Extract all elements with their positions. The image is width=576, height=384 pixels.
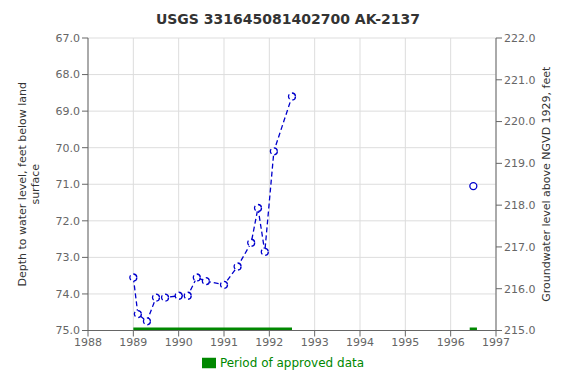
svg-text:1994: 1994 [346,336,374,349]
svg-text:220.0: 220.0 [504,115,536,128]
svg-text:72.0: 72.0 [56,215,81,228]
svg-text:68.0: 68.0 [56,68,81,81]
svg-text:1991: 1991 [210,336,238,349]
svg-text:1990: 1990 [165,336,193,349]
html-text:USGS 331645081402700 AK-2137: USGS 331645081402700 AK-2137 [155,11,421,27]
svg-text:69.0: 69.0 [56,105,81,118]
svg-text:Groundwater level above NGVD 1: Groundwater level above NGVD 1929, feet [540,66,553,302]
svg-text:219.0: 219.0 [504,157,536,170]
svg-text:1997: 1997 [482,336,510,349]
svg-text:216.0: 216.0 [504,283,536,296]
svg-text:70.0: 70.0 [56,142,81,155]
svg-text:215.0: 215.0 [504,324,536,337]
svg-text:1992: 1992 [255,336,283,349]
svg-text:222.0: 222.0 [504,32,536,45]
svg-text:1993: 1993 [301,336,329,349]
svg-text:74.0: 74.0 [56,288,81,301]
svg-text:71.0: 71.0 [56,178,81,191]
svg-text:75.0: 75.0 [56,324,81,337]
svg-text:1996: 1996 [437,336,465,349]
svg-text:217.0: 217.0 [504,241,536,254]
svg-text:67.0: 67.0 [56,32,81,45]
svg-text:1995: 1995 [391,336,419,349]
html-text:Period of approved data: Period of approved data [219,355,365,370]
svg-text:221.0: 221.0 [504,74,536,87]
svg-text:218.0: 218.0 [504,199,536,212]
svg-text:1989: 1989 [119,336,147,349]
svg-text:1988: 1988 [74,336,102,349]
svg-text:73.0: 73.0 [56,251,81,264]
svg-text:Depth to water level, feet bel: Depth to water level, feet below landsur… [16,82,42,287]
